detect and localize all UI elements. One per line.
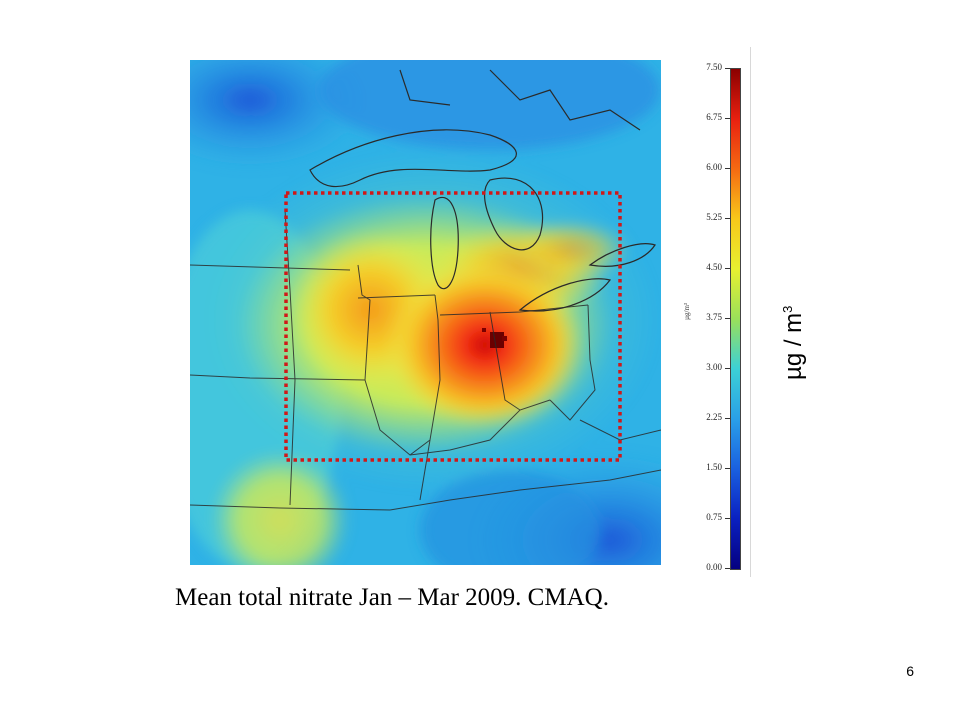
nitrate-map-svg	[190, 60, 661, 565]
colorbar-tick-label: 6.75	[706, 112, 722, 122]
colorbar-divider	[750, 47, 751, 577]
colorbar-tick-mark	[725, 518, 730, 519]
hotspot-cell	[490, 332, 504, 348]
colorbar-tick-mark	[725, 168, 730, 169]
colorbar-tick-label: 4.50	[706, 262, 722, 272]
colorbar-ramp	[730, 68, 741, 570]
colorbar-tick-label: 7.50	[706, 62, 722, 72]
colorbar-tick-label: 3.00	[706, 362, 722, 372]
unit-label-superscript: 3	[780, 305, 795, 313]
colorbar-tick-mark	[725, 568, 730, 569]
great-lakes	[309, 69, 656, 312]
colorbar-tick-mark	[725, 268, 730, 269]
colorbar-tick-mark	[725, 218, 730, 219]
colorbar-unit-small: µg/m³	[683, 302, 691, 320]
colorbar-tick-mark	[725, 468, 730, 469]
colorbar-tick-label: 5.25	[706, 212, 722, 222]
colorbar-tick-mark	[725, 368, 730, 369]
colorbar-tick-label: 3.75	[706, 312, 722, 322]
colorbar-tick-label: 6.00	[706, 162, 722, 172]
colorbar: 7.50 6.75 6.00 5.25 4.50 3.75 3.00 2.25 1.50 0.75…	[688, 60, 752, 580]
figure-caption: Mean total nitrate Jan – Mar 2009. CMAQ.	[175, 584, 609, 611]
slide-number: 6	[906, 663, 914, 679]
state-borders	[190, 209, 661, 511]
colorbar-tick-mark	[725, 418, 730, 419]
colorbar-tick-label: 0.00	[706, 562, 722, 572]
concentration-map	[190, 60, 661, 565]
unit-label: µg / m3	[780, 260, 816, 380]
colorbar-tick-label: 1.50	[706, 462, 722, 472]
colorbar-tick-mark	[725, 68, 730, 69]
colorbar-tick-mark	[725, 118, 730, 119]
colorbar-tick-label: 2.25	[706, 412, 722, 422]
colorbar-tick-label: 0.75	[706, 512, 722, 522]
unit-label-text: µg / m	[780, 312, 807, 380]
colorbar-tick-mark	[725, 318, 730, 319]
